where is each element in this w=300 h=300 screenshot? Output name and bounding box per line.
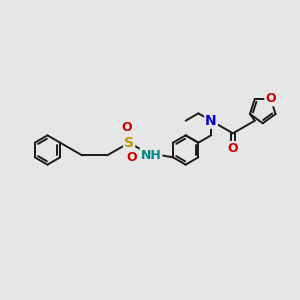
Text: S: S: [124, 136, 134, 150]
Text: N: N: [205, 114, 217, 128]
Text: O: O: [265, 92, 276, 105]
Text: O: O: [228, 142, 238, 155]
Text: NH: NH: [141, 149, 161, 162]
Text: O: O: [127, 151, 137, 164]
Text: O: O: [121, 121, 132, 134]
